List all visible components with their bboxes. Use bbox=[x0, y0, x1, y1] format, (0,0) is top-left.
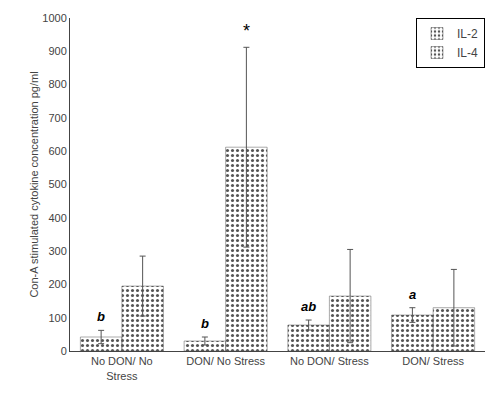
svg-text:100: 100 bbox=[48, 312, 66, 324]
svg-text:DON/ Stress: DON/ Stress bbox=[402, 355, 464, 367]
svg-text:b: b bbox=[201, 316, 209, 331]
svg-text:No DON/ Stress: No DON/ Stress bbox=[290, 355, 369, 367]
svg-text:900: 900 bbox=[48, 45, 66, 57]
svg-text:a: a bbox=[409, 287, 416, 302]
svg-text:No DON/ NoStress: No DON/ NoStress bbox=[91, 355, 153, 381]
svg-text:Con-A stimulated cytokine conc: Con-A stimulated cytokine concentration … bbox=[28, 71, 40, 297]
svg-text:600: 600 bbox=[48, 145, 66, 157]
svg-text:*: * bbox=[243, 21, 250, 41]
svg-text:400: 400 bbox=[48, 212, 66, 224]
svg-text:DON/ No Stress: DON/ No Stress bbox=[186, 355, 265, 367]
svg-text:IL-2: IL-2 bbox=[457, 27, 478, 41]
svg-text:700: 700 bbox=[48, 112, 66, 124]
svg-text:0: 0 bbox=[61, 345, 67, 357]
svg-text:1000: 1000 bbox=[42, 12, 66, 24]
svg-text:300: 300 bbox=[48, 245, 66, 257]
svg-text:IL-4: IL-4 bbox=[457, 46, 478, 60]
svg-text:200: 200 bbox=[48, 278, 66, 290]
svg-text:ab: ab bbox=[301, 299, 316, 314]
svg-text:b: b bbox=[97, 309, 105, 324]
svg-text:500: 500 bbox=[48, 178, 66, 190]
svg-text:800: 800 bbox=[48, 78, 66, 90]
